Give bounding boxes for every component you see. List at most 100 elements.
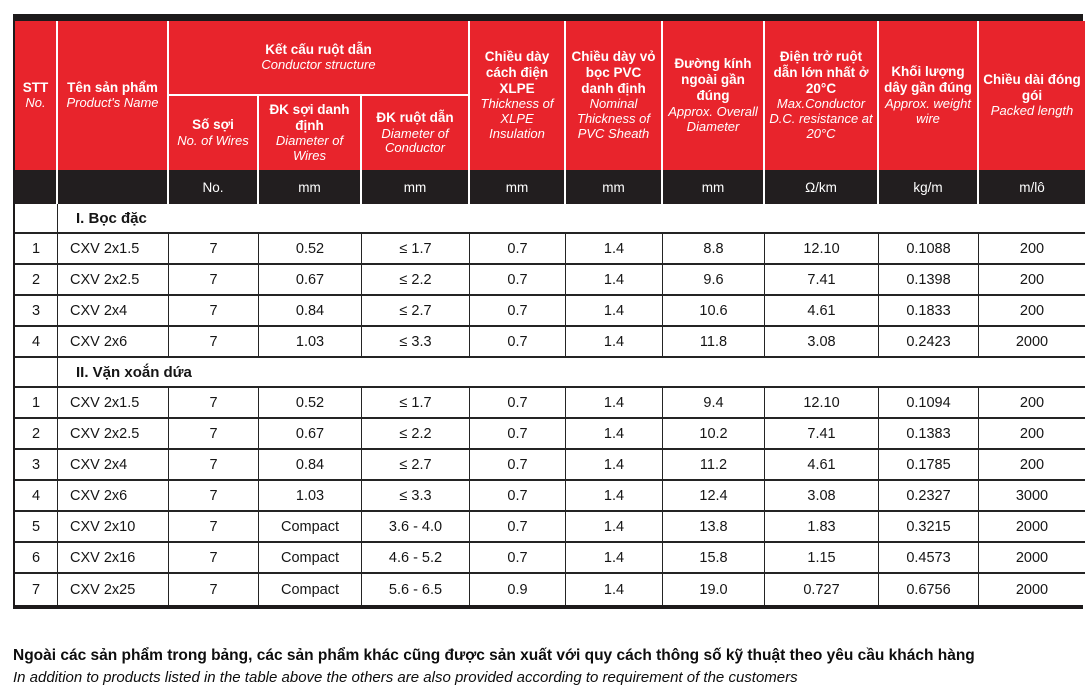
cell-resistance: 1.83	[765, 512, 879, 543]
cell-length: 3000	[979, 481, 1085, 512]
cell-wires: 7	[169, 512, 259, 543]
spec-table: STT No. Tên sản phẩm Product's Name Kết …	[15, 21, 1085, 605]
cell-stt: 4	[15, 327, 58, 358]
cell-xlpe: 0.7	[470, 481, 566, 512]
footnote-vietnamese: Ngoài các sản phẩm trong bảng, các sản p…	[13, 647, 975, 664]
cell-conductor-diameter: ≤ 1.7	[362, 388, 470, 419]
unit-xlpe: mm	[470, 170, 566, 204]
cell-pvc: 1.4	[566, 543, 663, 574]
cell-wire-diameter: 0.84	[259, 450, 362, 481]
section-stt-empty	[15, 204, 58, 234]
cell-conductor-diameter: ≤ 3.3	[362, 481, 470, 512]
cell-product: CXV 2x10	[58, 512, 169, 543]
cell-weight: 0.1383	[879, 419, 979, 450]
cell-resistance: 12.10	[765, 388, 879, 419]
cell-product: CXV 2x6	[58, 327, 169, 358]
table-row: 4 CXV 2x6 7 1.03 ≤ 3.3 0.7 1.4 12.4 3.08 0.2327 30…	[15, 481, 1085, 512]
cell-wire-diameter: 1.03	[259, 327, 362, 358]
cell-overall-diameter: 9.4	[663, 388, 765, 419]
col-header-wire-count: Số sợi No. of Wires	[169, 96, 259, 170]
cell-wire-diameter: 0.52	[259, 388, 362, 419]
col-header-wires-en: No. of Wires	[177, 132, 249, 148]
cell-product: CXV 2x4	[58, 450, 169, 481]
cell-xlpe: 0.7	[470, 419, 566, 450]
cell-stt: 5	[15, 512, 58, 543]
col-header-wire-dia-en: Diameter of Wires	[275, 133, 344, 164]
cell-xlpe: 0.7	[470, 512, 566, 543]
table-row: 3 CXV 2x4 7 0.84 ≤ 2.7 0.7 1.4 10.6 4.61 0.1833 20…	[15, 296, 1085, 327]
table-row: 1 CXV 2x1.5 7 0.52 ≤ 1.7 0.7 1.4 9.4 12.10 0.1094…	[15, 388, 1085, 419]
cell-wire-diameter: 0.67	[259, 419, 362, 450]
cell-overall-diameter: 11.2	[663, 450, 765, 481]
cell-stt: 7	[15, 574, 58, 605]
col-header-conductor-group: Kết cấu ruột dẫn Conductor structure	[169, 21, 470, 96]
cell-stt: 2	[15, 419, 58, 450]
col-header-dc-resistance: Điện trở ruột dẫn lớn nhất ở 20°C Max.Co…	[765, 21, 879, 170]
col-header-xlpe-vi: Chiều dày cách điện XLPE	[484, 48, 550, 96]
col-header-length-vi: Chiều dài đóng gói	[983, 71, 1081, 103]
col-header-weight: Khối lượng dây gần đúng Approx. weight w…	[879, 21, 979, 170]
col-header-cond-dia-vi: ĐK ruột dẫn	[376, 109, 454, 125]
cell-stt: 3	[15, 450, 58, 481]
col-header-stt-en: No.	[25, 95, 46, 111]
cell-weight: 0.1833	[879, 296, 979, 327]
unit-overall-diameter: mm	[663, 170, 765, 204]
cell-resistance: 1.15	[765, 543, 879, 574]
cell-product: CXV 2x1.5	[58, 388, 169, 419]
cell-xlpe: 0.7	[470, 234, 566, 265]
header-row-sub: Số sợi No. of Wires ĐK sợi danh định Dia…	[15, 96, 1085, 170]
col-header-product: Tên sản phẩm Product's Name	[58, 21, 169, 170]
cell-overall-diameter: 19.0	[663, 574, 765, 605]
cell-resistance: 0.727	[765, 574, 879, 605]
cell-xlpe: 0.7	[470, 543, 566, 574]
cell-length: 200	[979, 265, 1085, 296]
footnote: Ngoài các sản phẩm trong bảng, các sản p…	[13, 645, 1083, 689]
cell-resistance: 7.41	[765, 265, 879, 296]
unit-length: m/lô	[979, 170, 1085, 204]
cell-pvc: 1.4	[566, 574, 663, 605]
col-header-product-vi: Tên sản phẩm	[67, 79, 158, 95]
cell-conductor-diameter: ≤ 1.7	[362, 234, 470, 265]
cell-resistance: 12.10	[765, 234, 879, 265]
header-row-top: STT No. Tên sản phẩm Product's Name Kết …	[15, 21, 1085, 170]
cell-pvc: 1.4	[566, 388, 663, 419]
col-header-xlpe-thickness: Chiều dày cách điện XLPE Thickness of XL…	[470, 21, 566, 170]
cell-pvc: 1.4	[566, 265, 663, 296]
table-row: 4 CXV 2x6 7 1.03 ≤ 3.3 0.7 1.4 11.8 3.08 0.2423 20…	[15, 327, 1085, 358]
unit-weight: kg/m	[879, 170, 979, 204]
conductor-group-vi: Kết cấu ruột dẫn	[265, 41, 372, 57]
unit-wire-diameter: mm	[259, 170, 362, 204]
cell-overall-diameter: 13.8	[663, 512, 765, 543]
cell-length: 200	[979, 296, 1085, 327]
cell-weight: 0.1094	[879, 388, 979, 419]
col-header-product-en: Product's Name	[66, 95, 159, 111]
cell-conductor-diameter: ≤ 2.2	[362, 265, 470, 296]
units-row: No. mm mm mm mm mm Ω/km kg/m m/lô	[15, 170, 1085, 204]
unit-pvc: mm	[566, 170, 663, 204]
unit-resistance: Ω/km	[765, 170, 879, 204]
table-row: 6 CXV 2x16 7 Compact 4.6 - 5.2 0.7 1.4 15.8 1.15…	[15, 543, 1085, 574]
cell-weight: 0.1785	[879, 450, 979, 481]
cell-conductor-diameter: ≤ 3.3	[362, 327, 470, 358]
cell-conductor-diameter: ≤ 2.7	[362, 296, 470, 327]
cell-overall-diameter: 8.8	[663, 234, 765, 265]
cell-pvc: 1.4	[566, 450, 663, 481]
cell-wires: 7	[169, 450, 259, 481]
cell-wire-diameter: Compact	[259, 543, 362, 574]
table-row: 1 CXV 2x1.5 7 0.52 ≤ 1.7 0.7 1.4 8.8 12.10 0.1088…	[15, 234, 1085, 265]
cell-overall-diameter: 15.8	[663, 543, 765, 574]
cell-pvc: 1.4	[566, 512, 663, 543]
cell-overall-diameter: 9.6	[663, 265, 765, 296]
cell-pvc: 1.4	[566, 327, 663, 358]
cell-wire-diameter: 0.84	[259, 296, 362, 327]
cell-conductor-diameter: 4.6 - 5.2	[362, 543, 470, 574]
col-header-overall-diameter: Đường kính ngoài gần đúng Approx. Overal…	[663, 21, 765, 170]
cell-overall-diameter: 12.4	[663, 481, 765, 512]
cell-wires: 7	[169, 265, 259, 296]
cell-resistance: 4.61	[765, 296, 879, 327]
cell-weight: 0.2327	[879, 481, 979, 512]
cell-xlpe: 0.7	[470, 450, 566, 481]
cell-resistance: 4.61	[765, 450, 879, 481]
col-header-wire-dia-vi: ĐK sợi danh định	[269, 101, 350, 133]
